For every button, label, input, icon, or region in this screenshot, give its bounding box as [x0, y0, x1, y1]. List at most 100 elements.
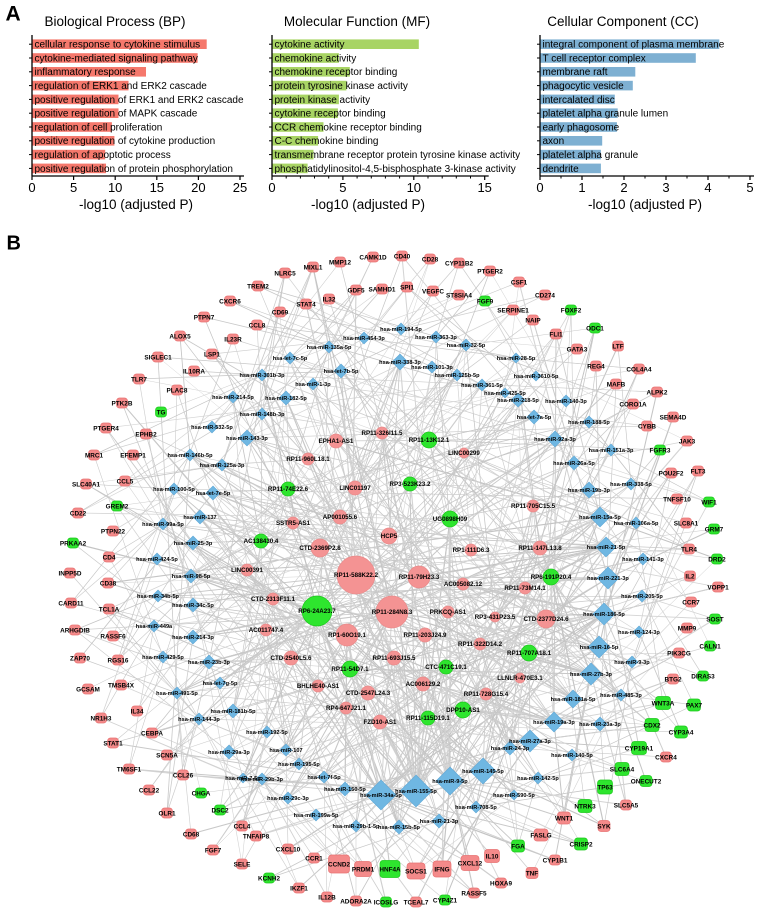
svg-text:CXCL12: CXCL12 [458, 860, 483, 867]
svg-text:hsa-miR-29b-1-5p: hsa-miR-29b-1-5p [333, 824, 381, 830]
svg-text:cytokine activity: cytokine activity [275, 40, 345, 51]
svg-text:VEGFC: VEGFC [422, 288, 444, 295]
svg-text:SEMA4D: SEMA4D [660, 414, 687, 421]
svg-text:IL10RA: IL10RA [183, 368, 205, 375]
svg-text:IFNG: IFNG [434, 866, 449, 873]
svg-text:ALPK2: ALPK2 [647, 389, 668, 396]
svg-text:early phagosome: early phagosome [543, 122, 620, 133]
svg-text:hsa-miR-9-5p: hsa-miR-9-5p [432, 779, 468, 785]
svg-text:CTD-2313F11.1: CTD-2313F11.1 [251, 596, 296, 603]
svg-text:CORO1A: CORO1A [619, 401, 647, 408]
svg-text:hsa-miR-425-5p: hsa-miR-425-5p [484, 391, 526, 397]
svg-text:CXCL10: CXCL10 [276, 846, 301, 853]
svg-text:MMP12: MMP12 [329, 259, 351, 266]
svg-text:INPP5D: INPP5D [58, 570, 81, 577]
svg-text:protein tyrosine kinase activi: protein tyrosine kinase activity [275, 81, 408, 92]
svg-text:CCR7: CCR7 [682, 599, 700, 606]
svg-text:CTD-2377D24.6: CTD-2377D24.6 [523, 616, 569, 623]
svg-text:AC005082.12: AC005082.12 [444, 581, 483, 588]
svg-text:GDF5: GDF5 [347, 287, 364, 294]
svg-text:Molecular Function (MF): Molecular Function (MF) [284, 14, 430, 29]
svg-text:hsa-miR-135a-5p: hsa-miR-135a-5p [307, 345, 352, 351]
svg-text:CYP1B1: CYP1B1 [543, 857, 568, 864]
svg-text:FLI1: FLI1 [549, 331, 563, 338]
svg-text:0: 0 [268, 180, 275, 195]
svg-text:LSP1: LSP1 [204, 351, 220, 358]
svg-text:CALN1: CALN1 [699, 643, 721, 650]
svg-text:CD4: CD4 [103, 554, 116, 561]
svg-text:FZD10-AS1: FZD10-AS1 [363, 719, 397, 726]
svg-text:EFEMP1: EFEMP1 [120, 452, 146, 459]
svg-text:1: 1 [578, 180, 585, 195]
svg-text:5: 5 [339, 180, 346, 195]
svg-text:hsa-miR-137: hsa-miR-137 [183, 515, 216, 521]
svg-text:PRKCQ-AS1: PRKCQ-AS1 [430, 609, 467, 616]
svg-text:hsa-let-7c-5p: hsa-let-7c-5p [273, 356, 308, 362]
svg-text:hsa-miR-9-3p: hsa-miR-9-3p [614, 660, 650, 666]
svg-text:hsa-miR-144-3p: hsa-miR-144-3p [178, 717, 220, 723]
svg-text:regulation of apoptotic proces: regulation of apoptotic process [35, 150, 171, 161]
svg-text:0: 0 [28, 180, 35, 195]
svg-text:CD40: CD40 [394, 253, 411, 260]
svg-text:IL34: IL34 [131, 708, 144, 715]
svg-text:LINC01197: LINC01197 [339, 485, 371, 492]
svg-text:RP11-326I11.5: RP11-326I11.5 [362, 430, 403, 437]
svg-text:15: 15 [477, 180, 491, 195]
svg-text:hsa-miR-19a-3p: hsa-miR-19a-3p [533, 720, 575, 726]
svg-text:CCL5: CCL5 [117, 478, 134, 485]
svg-text:ST8SIA4: ST8SIA4 [446, 292, 472, 299]
svg-text:hsa-miR-15b-5p: hsa-miR-15b-5p [378, 825, 421, 831]
svg-text:hsa-miR-146b-5p: hsa-miR-146b-5p [167, 453, 213, 459]
svg-text:hsa-miR-34c-5p: hsa-miR-34c-5p [172, 603, 214, 609]
svg-text:SOST: SOST [706, 616, 723, 623]
svg-text:IL12B: IL12B [318, 894, 336, 901]
svg-text:WNT3A: WNT3A [652, 700, 675, 707]
svg-text:FGFR3: FGFR3 [650, 447, 671, 454]
svg-text:hsa-miR-15a-5p: hsa-miR-15a-5p [579, 515, 621, 521]
svg-text:hsa-miR-29a-3p: hsa-miR-29a-3p [208, 750, 250, 756]
svg-text:hsa-miR-363-3p: hsa-miR-363-3p [415, 335, 457, 341]
svg-text:CD28: CD28 [422, 256, 439, 263]
svg-text:IL23R: IL23R [224, 336, 242, 343]
svg-text:hsa-miR-338-5p: hsa-miR-338-5p [610, 482, 652, 488]
svg-text:hsa-miR-124-3p: hsa-miR-124-3p [618, 630, 660, 636]
svg-text:hsa-miR-100-5p: hsa-miR-100-5p [153, 487, 195, 493]
svg-text:CD274: CD274 [535, 292, 555, 299]
svg-text:hsa-let-7b-5p: hsa-let-7b-5p [324, 369, 359, 375]
svg-text:SLC8A1: SLC8A1 [674, 520, 699, 527]
svg-text:TNF: TNF [526, 870, 539, 877]
svg-text:RP11-203J24.9: RP11-203J24.9 [403, 632, 447, 639]
svg-text:FGA: FGA [511, 843, 525, 850]
svg-text:IKZF1: IKZF1 [290, 885, 308, 892]
svg-text:B: B [7, 233, 21, 255]
svg-text:POU2F2: POU2F2 [659, 470, 684, 477]
svg-text:RP3-523K23.2: RP3-523K23.2 [390, 481, 431, 488]
svg-text:CD38: CD38 [100, 580, 117, 587]
svg-text:cytokine-mediated signaling pa: cytokine-mediated signaling pathway [35, 53, 198, 64]
svg-text:IL10: IL10 [486, 853, 499, 860]
svg-text:hsa-miR-150-5p: hsa-miR-150-5p [324, 787, 366, 793]
svg-text:0: 0 [536, 180, 543, 195]
svg-text:hsa-miR-338-3p: hsa-miR-338-3p [379, 360, 421, 366]
svg-text:RP1-60O19.1: RP1-60O19.1 [328, 632, 366, 639]
svg-text:PRKAA2: PRKAA2 [60, 540, 87, 547]
svg-text:RP11-322D14.2: RP11-322D14.2 [458, 641, 503, 648]
svg-text:NTRK3: NTRK3 [574, 803, 596, 810]
svg-text:GCSAM: GCSAM [76, 686, 100, 693]
svg-text:REG4: REG4 [587, 363, 605, 370]
svg-text:hsa-miR-23b-3p: hsa-miR-23b-3p [188, 660, 231, 666]
svg-text:hsa-miR-141-3p: hsa-miR-141-3p [622, 557, 664, 563]
svg-text:IL2: IL2 [685, 573, 695, 580]
svg-text:MIXL1: MIXL1 [304, 264, 323, 271]
svg-text:phosphatidylinositol-4,5-bisph: phosphatidylinositol-4,5-bisphosphate 3-… [275, 164, 516, 175]
svg-text:CYP19A1: CYP19A1 [625, 745, 654, 752]
svg-text:LINC00299: LINC00299 [448, 450, 480, 457]
svg-text:hsa-let-7e-5p: hsa-let-7e-5p [196, 491, 231, 497]
svg-text:cellular response to cytokine: cellular response to cytokine stimulus [35, 40, 201, 51]
svg-text:FGF9: FGF9 [477, 298, 494, 305]
svg-text:hsa-miR-186-5p: hsa-miR-186-5p [583, 612, 625, 618]
svg-text:5: 5 [70, 180, 77, 195]
svg-text:hsa-miR-708-5p: hsa-miR-708-5p [455, 805, 497, 811]
svg-text:FLT3: FLT3 [691, 468, 706, 475]
svg-text:CCND2: CCND2 [328, 861, 350, 868]
